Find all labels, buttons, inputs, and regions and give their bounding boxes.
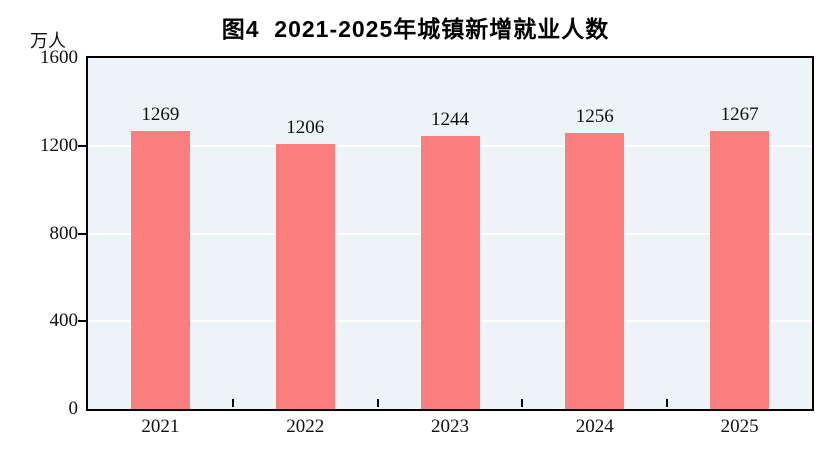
bar-2024 <box>565 133 625 409</box>
y-axis-tick-label: 0 <box>68 398 79 419</box>
bar-2023 <box>420 136 480 409</box>
y-axis-tick-mark <box>78 232 86 235</box>
x-axis-category-label: 2022 <box>286 416 325 437</box>
x-axis-tick-mark <box>666 399 669 407</box>
bar-2021 <box>130 130 190 409</box>
chart-title: 图4 2021-2025年城镇新增就业人数 <box>221 16 610 42</box>
bar-value-label: 1267 <box>720 104 759 126</box>
y-axis-tick-label: 1200 <box>40 134 78 156</box>
x-axis-tick-mark <box>376 399 379 407</box>
y-axis-tick-mark <box>78 320 86 323</box>
bar-value-label: 1244 <box>431 109 469 131</box>
y-axis-tick-mark <box>78 144 86 147</box>
y-axis-tick-label: 1600 <box>40 47 78 68</box>
x-axis-tick-mark <box>231 399 234 407</box>
x-axis-category-label: 2023 <box>430 416 469 437</box>
x-axis-tick-mark <box>521 399 524 407</box>
bar-2025 <box>710 131 770 409</box>
y-axis-tick-label: 800 <box>49 222 79 244</box>
y-axis-unit-label: 万人 <box>30 31 66 51</box>
bar-2022 <box>275 144 335 409</box>
y-axis-tick-label: 400 <box>49 310 79 332</box>
bar-value-label: 1256 <box>575 106 614 128</box>
x-axis-category-label: 2021 <box>141 416 180 437</box>
x-axis-category-label: 2025 <box>720 416 759 437</box>
bar-value-label: 1206 <box>286 117 325 139</box>
x-axis-category-label: 2024 <box>575 416 614 437</box>
bar-value-label: 1269 <box>141 103 180 125</box>
